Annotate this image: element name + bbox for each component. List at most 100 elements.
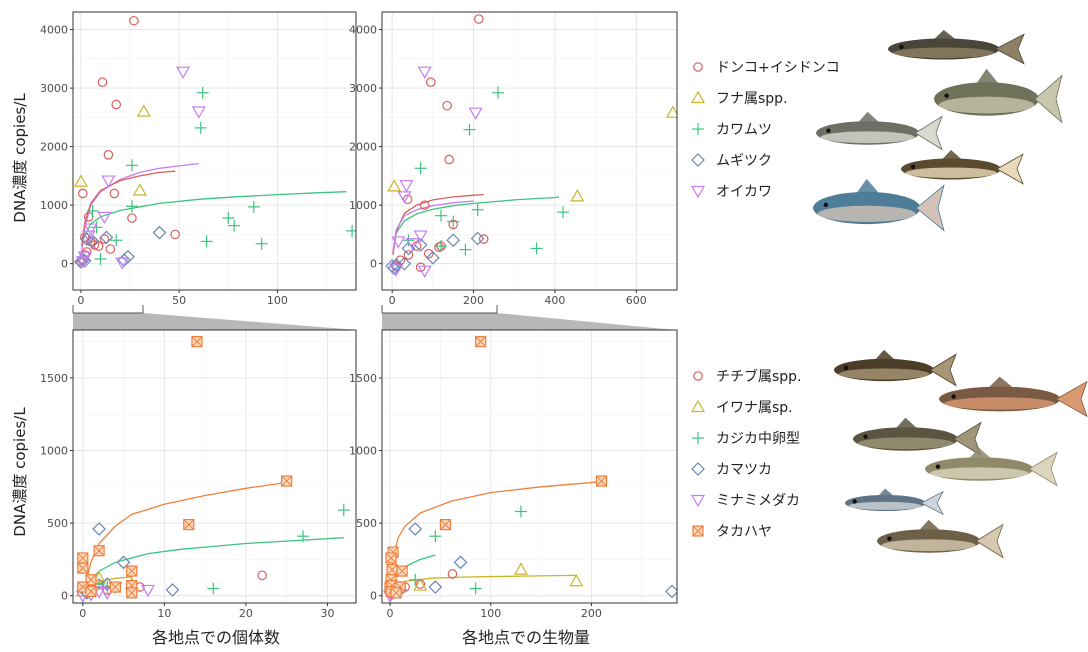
fit-curve: [392, 196, 560, 253]
data-point: [402, 234, 415, 247]
data-point: [478, 234, 489, 244]
y-tick-label: 500: [356, 517, 377, 530]
data-point: [105, 244, 116, 254]
x-axis-label-biomass: 各地点での生物量: [462, 628, 590, 647]
data-point: [417, 265, 432, 278]
data-point: [126, 565, 138, 577]
legend-item: オイカワ: [690, 184, 772, 200]
data-point: [125, 159, 138, 172]
data-point: [170, 229, 180, 240]
y-tick-label: 0: [61, 590, 68, 603]
data-point: [435, 209, 447, 222]
panel-bottom-count: 0 10 20 30 0 500 1000 1500: [40, 329, 357, 620]
fish-illustrations: [813, 29, 1088, 559]
data-point: [415, 262, 426, 272]
data-point: [390, 587, 402, 599]
data-point: [387, 179, 402, 192]
data-point: [77, 562, 89, 574]
legend-label: チチブ属spp.: [716, 368, 802, 385]
goby-dark-fish: [888, 29, 1025, 65]
data-point: [93, 545, 105, 557]
data-point: [100, 587, 115, 601]
legend-item: フナ属spp.: [690, 90, 788, 107]
y-tick-label: 1500: [349, 372, 377, 385]
data-point: [129, 15, 139, 26]
data-point: [414, 162, 427, 175]
data-point: [101, 175, 116, 188]
data-point: [389, 257, 404, 272]
data-point: [463, 123, 476, 136]
data-point: [474, 14, 484, 24]
data-point: [408, 522, 423, 536]
plot-area: [385, 14, 677, 278]
zoom-wedge-right: [382, 313, 676, 330]
data-point: [77, 552, 89, 564]
x-tick-label: 0: [79, 607, 86, 620]
panel-top-biomass: 0 200 400 600 0 1000 2000 3000 4000: [349, 11, 678, 307]
legend-label: オイカワ: [716, 184, 772, 200]
gudgeon-fish: [925, 447, 1058, 487]
data-point: [396, 565, 408, 577]
legend-item: ミナミメダカ: [690, 493, 800, 509]
data-point: [86, 204, 99, 217]
data-point: [281, 475, 293, 487]
data-point: [191, 336, 203, 348]
legend-item: チチブ属spp.: [693, 368, 802, 385]
data-point: [435, 240, 447, 253]
legend-marker: [692, 525, 704, 537]
data-point: [83, 223, 98, 236]
legend-label: フナ属spp.: [716, 91, 788, 107]
data-point: [557, 206, 570, 219]
data-point: [346, 224, 356, 237]
data-point: [468, 107, 483, 120]
data-point: [126, 587, 138, 599]
data-point: [125, 200, 138, 213]
data-point: [426, 250, 440, 265]
legend-label: ムギツク: [716, 153, 772, 169]
data-point: [665, 105, 677, 118]
data-point: [401, 241, 416, 256]
data-point: [397, 256, 412, 271]
data-point: [569, 574, 584, 587]
x-tick-label: 200: [463, 294, 484, 307]
char-fish: [939, 376, 1088, 418]
x-tick-label: 0: [77, 294, 84, 307]
x-tick-label: 100: [480, 607, 501, 620]
panel-border: [72, 329, 357, 604]
legend-marker: [693, 62, 703, 72]
dace-fish: [877, 519, 1004, 559]
data-point: [74, 255, 88, 269]
panel-bottom-biomass: 0 100 200 0 500 1000 1500: [349, 329, 678, 620]
goby-fish: [834, 349, 957, 387]
data-point: [247, 200, 260, 213]
y-tick-label: 1000: [40, 199, 68, 212]
y-tick-label: 3000: [349, 82, 377, 95]
data-point: [469, 582, 482, 595]
data-point: [446, 233, 461, 248]
data-point: [115, 257, 130, 270]
data-point: [513, 562, 528, 575]
legend-label: ドンコ+イシドンコ: [716, 60, 840, 76]
legend-marker: [690, 399, 706, 413]
data-point: [110, 234, 123, 247]
legend-item: カジカ中卵型: [692, 431, 800, 447]
data-point: [419, 200, 430, 210]
y-tick-label: 1000: [349, 445, 377, 458]
legend-item: カワムツ: [692, 122, 772, 138]
data-point: [413, 230, 428, 243]
zoom-connectors: [72, 305, 676, 330]
y-tick-label: 2000: [349, 141, 377, 154]
legend-item: イワナ属sp.: [690, 399, 793, 416]
data-point: [403, 250, 414, 260]
x-tick-label: 10: [157, 607, 171, 620]
legend-item: ムギツク: [691, 153, 772, 169]
data-point: [165, 583, 180, 597]
data-point: [389, 264, 404, 277]
data-point: [92, 522, 106, 536]
data-point: [103, 150, 114, 160]
sculpin-fish: [853, 417, 982, 457]
data-point: [73, 174, 88, 187]
data-point: [228, 219, 241, 232]
data-point: [99, 230, 114, 245]
